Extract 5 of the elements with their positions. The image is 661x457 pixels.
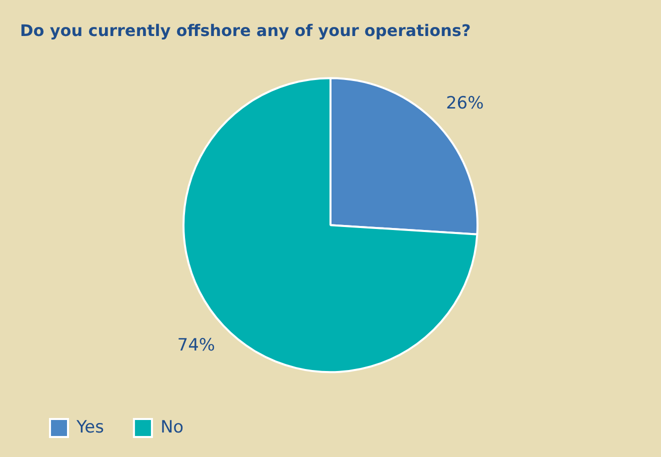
data-label: 74%	[177, 336, 216, 356]
data-label: 26%	[446, 93, 484, 114]
legend-label: Yes	[76, 417, 104, 438]
legend-label: No	[160, 417, 184, 438]
chart-title: Do you currently offshore any of your operations?	[20, 20, 471, 40]
